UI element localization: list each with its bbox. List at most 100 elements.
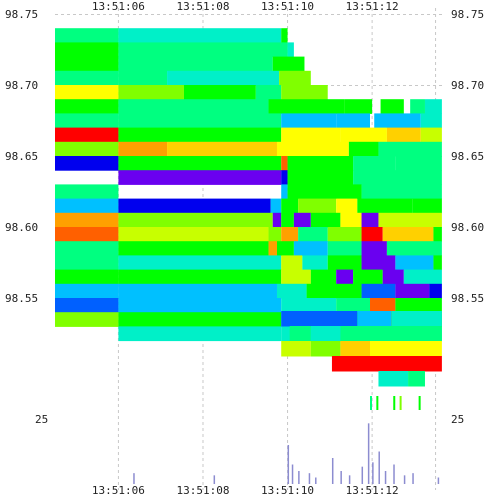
heat-cell <box>272 212 282 228</box>
x-tick-label-bottom: 13:51:10 <box>261 484 314 497</box>
heat-cell <box>118 170 282 185</box>
heat-cell <box>331 356 442 372</box>
heat-cell <box>340 341 371 357</box>
heat-cell <box>55 99 119 114</box>
heat-cell <box>327 227 362 242</box>
y-tick-label-left: 98.60 <box>5 221 38 234</box>
heat-cell <box>336 269 354 285</box>
heat-cell <box>433 227 442 242</box>
x-tick-label-top: 13:51:12 <box>346 0 399 13</box>
heat-cell <box>55 184 119 200</box>
tick-labels: 13:51:06 13:51:06 13:51:08 13:51:08 13:51:10… <box>5 0 484 497</box>
volume-bar <box>331 458 334 484</box>
heat-cell <box>418 396 421 410</box>
heat-cell <box>55 269 119 285</box>
heat-cell <box>357 311 392 327</box>
volume-bar <box>384 471 387 484</box>
x-tick-label-bottom: 13:51:06 <box>92 484 145 497</box>
heat-cell <box>118 198 271 214</box>
heat-cell <box>55 141 119 157</box>
heat-cell <box>118 156 282 171</box>
heat-cell <box>382 269 404 285</box>
heat-cell <box>310 341 341 357</box>
heat-cell <box>276 141 349 157</box>
heat-cell <box>403 269 442 285</box>
heat-cell <box>281 184 288 200</box>
heat-cell <box>118 99 269 114</box>
heat-cell <box>370 396 373 410</box>
heat-cell <box>118 56 273 72</box>
volume-bar <box>213 475 216 484</box>
x-tick-label-top: 13:51:08 <box>176 0 229 13</box>
heat-cell <box>395 298 442 313</box>
heat-cell <box>281 341 311 357</box>
heat-cell <box>287 42 294 58</box>
heat-cell <box>281 227 299 242</box>
heat-cell <box>281 311 358 327</box>
heat-cell <box>55 227 119 242</box>
heat-cell <box>118 298 282 313</box>
x-tick-label-bottom: 13:51:08 <box>176 484 229 497</box>
heat-cell <box>276 241 294 256</box>
heat-cell <box>386 241 442 256</box>
volume-bar <box>372 462 374 484</box>
heat-cell <box>408 371 425 387</box>
heat-cell <box>281 156 288 171</box>
heat-cell <box>118 241 269 256</box>
heat-cell <box>378 371 409 387</box>
volume-bar <box>403 475 406 484</box>
heat-cell <box>118 326 282 342</box>
volume-bar <box>367 423 370 484</box>
volume-tick-right: 25 <box>451 413 464 426</box>
heat-cell <box>361 227 383 242</box>
volume-bar <box>437 477 440 484</box>
heat-cell <box>340 326 442 342</box>
volume-bar <box>348 475 351 484</box>
volume-bar <box>361 466 364 484</box>
volume-bar <box>393 464 395 484</box>
volume-bar <box>378 451 380 484</box>
heat-cell <box>118 269 282 285</box>
heat-cell <box>281 85 328 100</box>
heat-cell <box>361 212 379 228</box>
heat-cell <box>420 113 442 129</box>
heat-cell <box>340 127 387 143</box>
heat-cell <box>255 85 282 100</box>
lower-heat-cells <box>281 311 442 410</box>
heat-cell <box>281 269 311 285</box>
heat-cell <box>410 99 425 114</box>
heat-cell <box>380 99 404 114</box>
heat-cell <box>287 170 354 185</box>
y-tick-label-right: 98.65 <box>451 150 484 163</box>
heat-cell <box>268 227 282 242</box>
heat-cell <box>310 326 341 342</box>
heat-cell <box>348 141 379 157</box>
heat-cell <box>336 113 371 129</box>
heat-cell <box>281 298 337 313</box>
heat-cell <box>429 283 442 299</box>
heat-cell <box>281 113 337 129</box>
heat-cell <box>272 56 305 72</box>
heat-cell <box>55 298 119 313</box>
heat-cell <box>268 99 345 114</box>
heat-cell <box>391 311 442 327</box>
heat-cell <box>55 42 119 58</box>
heat-cell <box>118 312 282 327</box>
volume-bar <box>298 471 300 484</box>
heat-cell <box>287 184 362 200</box>
heat-cell <box>55 241 119 256</box>
heat-cell <box>118 70 168 86</box>
heat-cell <box>293 241 328 256</box>
heat-cell <box>281 255 303 271</box>
heat-cell <box>361 184 442 200</box>
heat-cell <box>55 127 119 143</box>
heat-cell <box>361 255 396 271</box>
heat-cell <box>270 198 282 214</box>
x-tick-label-top: 13:51:06 <box>92 0 145 13</box>
volume-bar <box>315 477 317 484</box>
heat-cell <box>395 283 430 299</box>
heat-cell <box>289 326 311 342</box>
heat-cell <box>395 255 434 271</box>
heat-cell <box>55 198 119 214</box>
